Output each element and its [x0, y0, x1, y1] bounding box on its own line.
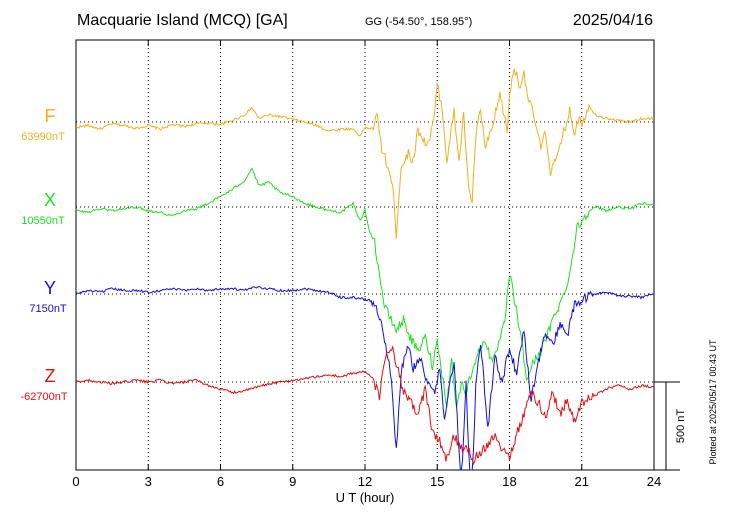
x-tick-label: 21: [575, 474, 589, 489]
series-line-y: [75, 285, 655, 471]
series-line-f: [75, 68, 655, 239]
chart-date: 2025/04/16: [573, 12, 653, 29]
x-tick-label: 12: [358, 474, 372, 489]
grid: [76, 40, 654, 470]
series-line-z: [75, 345, 655, 466]
series-name-z: Z: [45, 366, 56, 386]
series-name-y: Y: [44, 278, 56, 298]
series-baseline-x: 10550nT: [21, 215, 65, 227]
series-name-x: X: [44, 190, 56, 210]
series-group: [75, 68, 655, 471]
x-tick-label: 6: [217, 474, 224, 489]
station-coordinates: GG (-54.50°, 158.95°): [365, 16, 472, 28]
series-baseline-f: 63990nT: [21, 131, 65, 143]
series-baseline-z: -62700nT: [20, 391, 67, 403]
x-tick-label: 18: [502, 474, 516, 489]
plot-footnote: Plotted at 2025/05/17 00:43 UT: [708, 339, 718, 465]
x-tick-label: 9: [289, 474, 296, 489]
series-line-x: [75, 167, 655, 408]
series-baseline-y: 7150nT: [29, 303, 67, 315]
x-tick-label: 24: [647, 474, 661, 489]
x-axis-label: U T (hour): [336, 490, 395, 505]
x-axis-ticks: 0 3 6 9 12 15 18 21 24: [72, 40, 661, 489]
series-name-f: F: [45, 106, 56, 126]
chart-title: Macquarie Island (MCQ) [GA]: [77, 12, 288, 29]
x-tick-label: 3: [145, 474, 152, 489]
scale-bar-label: 500 nT: [675, 409, 687, 444]
x-tick-label: 15: [430, 474, 444, 489]
x-tick-label: 0: [72, 474, 79, 489]
